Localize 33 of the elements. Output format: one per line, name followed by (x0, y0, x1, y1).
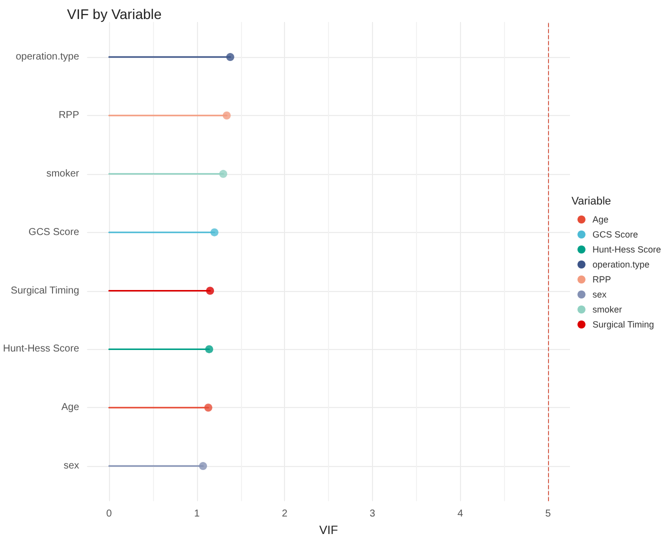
x-tick-label: 0 (106, 508, 112, 520)
point (222, 111, 231, 120)
y-tick-label: GCS Score (28, 226, 80, 238)
y-tick-label: smoker (46, 168, 80, 180)
y-tick-label: operation.type (16, 52, 80, 63)
y-tick-label: Hunt-Hess Score (2, 344, 80, 355)
x-tick-label: 2 (282, 508, 288, 520)
point (199, 462, 208, 470)
point (204, 404, 212, 412)
legend-label: operation.type (592, 260, 650, 270)
point (210, 228, 218, 236)
y-tick-label: RPP (58, 110, 80, 121)
x-tick-label: 5 (545, 508, 552, 520)
x-tick-label: 1 (194, 508, 200, 520)
y-tick-label: Age (61, 402, 80, 414)
legend-label: Surgical Timing (592, 320, 654, 330)
legend-label: RPP (592, 274, 611, 284)
legend-label: GCS Score (592, 230, 638, 240)
point (206, 286, 214, 295)
y-tick-label: Surgical Timing (10, 285, 80, 296)
x-axis-title: VIF (319, 523, 338, 537)
legend-label: sex (592, 290, 607, 300)
y-tick-label: sex (64, 460, 80, 472)
chart-title: VIF by Variable (67, 6, 162, 22)
x-tick-label: 4 (457, 508, 464, 520)
x-tick-label: 3 (370, 508, 376, 520)
legend-label: Hunt-Hess Score (592, 244, 662, 254)
legend-label: smoker (592, 304, 622, 314)
legend-label: Age (592, 214, 608, 224)
point (226, 53, 234, 62)
point (219, 170, 228, 178)
point (205, 345, 214, 354)
legend-title: Variable (571, 196, 612, 208)
